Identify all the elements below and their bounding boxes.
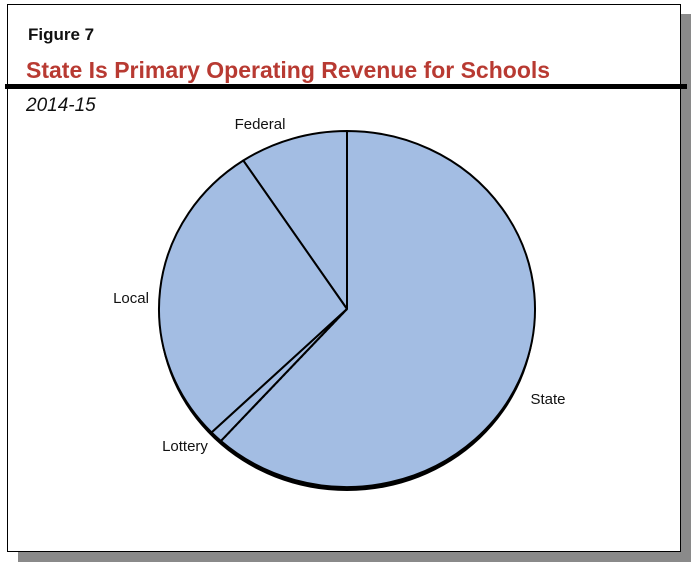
pie-slice-federal [242, 130, 348, 310]
pie-slice-local [158, 159, 348, 434]
chart-title: State Is Primary Operating Revenue for S… [26, 57, 551, 83]
title-rule [5, 84, 687, 89]
slice-label-federal: Federal [235, 116, 286, 133]
slice-label-state: State [530, 391, 565, 408]
pie-slice-state [219, 130, 536, 488]
chart-subtitle: 2014-15 [26, 95, 96, 116]
slice-label-lottery: Lottery [162, 438, 208, 455]
lottery-divider [220, 308, 348, 442]
figure-label: Figure 7 [28, 25, 95, 44]
slice-label-local: Local [113, 290, 149, 307]
